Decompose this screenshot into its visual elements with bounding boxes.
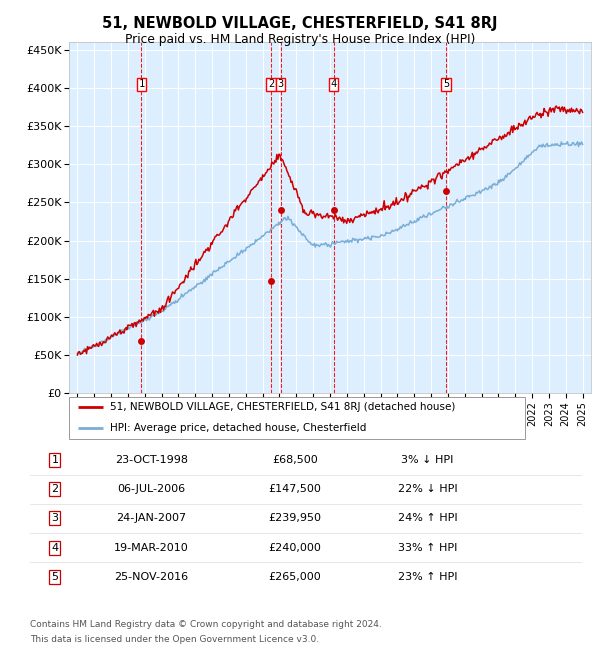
Text: £240,000: £240,000 xyxy=(269,543,322,552)
Text: 1: 1 xyxy=(138,79,145,89)
Text: 3% ↓ HPI: 3% ↓ HPI xyxy=(401,455,454,465)
Text: 2: 2 xyxy=(51,484,58,494)
Text: 3: 3 xyxy=(52,514,58,523)
Text: Contains HM Land Registry data © Crown copyright and database right 2024.: Contains HM Land Registry data © Crown c… xyxy=(30,619,382,629)
Text: 24-JAN-2007: 24-JAN-2007 xyxy=(116,514,187,523)
Text: This data is licensed under the Open Government Licence v3.0.: This data is licensed under the Open Gov… xyxy=(30,634,319,644)
Text: HPI: Average price, detached house, Chesterfield: HPI: Average price, detached house, Ches… xyxy=(110,423,367,433)
Text: £265,000: £265,000 xyxy=(269,572,322,582)
Text: £147,500: £147,500 xyxy=(269,484,322,494)
Text: 3: 3 xyxy=(278,79,284,89)
Text: 25-NOV-2016: 25-NOV-2016 xyxy=(115,572,188,582)
Text: 2: 2 xyxy=(268,79,274,89)
Text: 06-JUL-2006: 06-JUL-2006 xyxy=(118,484,185,494)
Text: 51, NEWBOLD VILLAGE, CHESTERFIELD, S41 8RJ (detached house): 51, NEWBOLD VILLAGE, CHESTERFIELD, S41 8… xyxy=(110,402,455,412)
Text: 4: 4 xyxy=(331,79,337,89)
Text: £68,500: £68,500 xyxy=(272,455,318,465)
Text: 5: 5 xyxy=(443,79,449,89)
Text: 51, NEWBOLD VILLAGE, CHESTERFIELD, S41 8RJ: 51, NEWBOLD VILLAGE, CHESTERFIELD, S41 8… xyxy=(102,16,498,31)
Text: Price paid vs. HM Land Registry's House Price Index (HPI): Price paid vs. HM Land Registry's House … xyxy=(125,32,475,46)
FancyBboxPatch shape xyxy=(69,396,525,439)
Text: 19-MAR-2010: 19-MAR-2010 xyxy=(114,543,189,552)
Text: 22% ↓ HPI: 22% ↓ HPI xyxy=(398,484,457,494)
Text: 5: 5 xyxy=(52,572,58,582)
Text: 1: 1 xyxy=(52,455,58,465)
Text: 4: 4 xyxy=(51,543,58,552)
Text: 24% ↑ HPI: 24% ↑ HPI xyxy=(398,514,457,523)
Text: 23-OCT-1998: 23-OCT-1998 xyxy=(115,455,188,465)
Text: 23% ↑ HPI: 23% ↑ HPI xyxy=(398,572,457,582)
Text: £239,950: £239,950 xyxy=(268,514,322,523)
Text: 33% ↑ HPI: 33% ↑ HPI xyxy=(398,543,457,552)
